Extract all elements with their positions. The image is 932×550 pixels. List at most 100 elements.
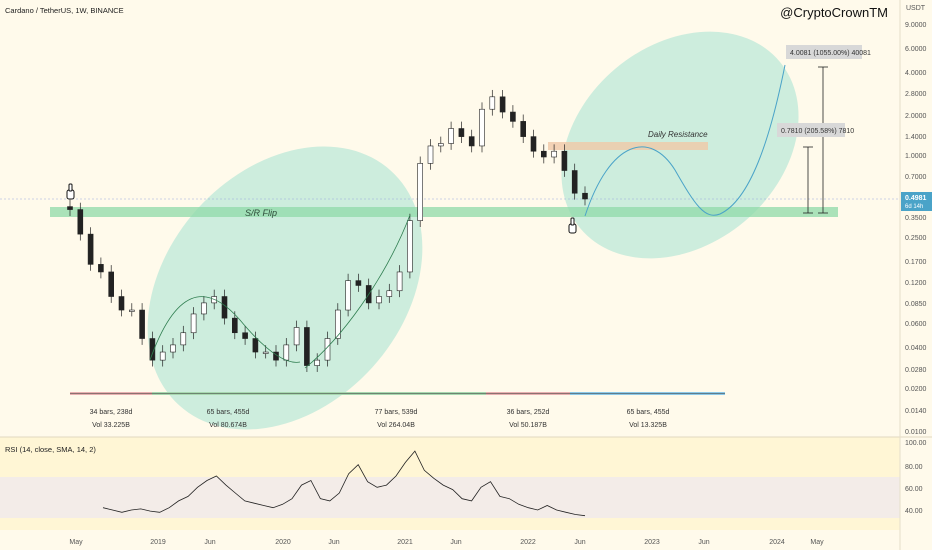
time-tick: May bbox=[69, 539, 83, 546]
candle-body bbox=[190, 313, 197, 334]
candle-body bbox=[232, 317, 238, 334]
daily-resistance-zone bbox=[548, 142, 708, 150]
candle-body bbox=[170, 344, 176, 353]
candle-body bbox=[242, 332, 248, 339]
projection-wave bbox=[584, 64, 786, 217]
candle-body bbox=[221, 296, 228, 319]
rsi-tick: 60.00 bbox=[905, 486, 923, 493]
daily-resistance-label: Daily Resistance bbox=[648, 130, 708, 139]
candle-body bbox=[201, 302, 207, 315]
target-2-label: 4.0081 (1055.00%) 40081 bbox=[790, 50, 871, 57]
time-tick: Jun bbox=[328, 539, 339, 546]
time-tick: Jun bbox=[574, 539, 585, 546]
candle-body bbox=[283, 344, 290, 361]
price-tick: 1.0000 bbox=[905, 153, 927, 160]
price-axis[interactable]: 9.0000 6.0000 4.0000 2.8000 2.0000 1.4000 1.00… bbox=[905, 22, 927, 436]
price-tick: 1.4000 bbox=[905, 134, 927, 141]
price-tick: 0.0200 bbox=[905, 386, 927, 393]
candle-body bbox=[468, 136, 475, 147]
candle-body bbox=[499, 96, 506, 113]
candle-body bbox=[427, 145, 434, 164]
date-ranges: 34 bars, 238d Vol 33.225B 65 bars, 455d … bbox=[70, 392, 725, 429]
time-tick: 2021 bbox=[397, 539, 413, 546]
price-tick: 0.1200 bbox=[905, 280, 927, 287]
sr-flip-zone bbox=[50, 207, 838, 217]
pointing-hand-icon bbox=[568, 217, 577, 234]
rsi-axis: 100.00 80.00 60.00 40.00 bbox=[905, 440, 927, 515]
candle-body bbox=[139, 309, 145, 339]
rsi-label: RSI (14, close, SMA, 14, 2) bbox=[5, 445, 96, 454]
candle-body bbox=[67, 206, 73, 210]
candle-body bbox=[334, 309, 341, 339]
rsi-tick: 40.00 bbox=[905, 508, 923, 515]
candle-body bbox=[98, 264, 104, 273]
target-1-label: 0.7810 (205.58%) 7810 bbox=[781, 128, 854, 135]
price-tick: 2.0000 bbox=[905, 113, 927, 120]
candle-body bbox=[129, 309, 135, 312]
candle-body bbox=[571, 170, 578, 194]
candle-body bbox=[386, 290, 393, 297]
candle-body bbox=[479, 108, 485, 147]
candle-body bbox=[396, 271, 403, 292]
time-tick: 2020 bbox=[275, 539, 291, 546]
price-tick: 0.0400 bbox=[905, 345, 927, 352]
range-2-vol: Vol 80.674B bbox=[209, 422, 247, 429]
pointing-hand-icon bbox=[66, 183, 75, 200]
accumulation-ellipse bbox=[147, 146, 423, 430]
currency-label: USDT bbox=[906, 5, 926, 12]
price-tick: 0.0280 bbox=[905, 367, 927, 374]
price-tick: 0.2500 bbox=[905, 235, 927, 242]
candle-body bbox=[87, 233, 94, 265]
candle-body bbox=[304, 327, 310, 366]
time-tick: 2019 bbox=[150, 539, 166, 546]
candle-body bbox=[510, 111, 516, 122]
rsi-tick: 100.00 bbox=[905, 440, 927, 447]
price-tick: 0.7000 bbox=[905, 174, 927, 181]
candle-body bbox=[582, 192, 588, 200]
candle-body bbox=[108, 271, 114, 297]
inner-wave-1 bbox=[149, 296, 301, 363]
candle-body bbox=[355, 280, 362, 286]
price-tick: 6.0000 bbox=[905, 46, 927, 53]
time-axis[interactable]: May 2019 Jun 2020 Jun 2021 Jun 2022 Jun 2023 Jun 20… bbox=[69, 539, 824, 546]
range-4-bars: 36 bars, 252d bbox=[507, 409, 550, 416]
time-tick: 2024 bbox=[769, 539, 785, 546]
range-3-bars: 77 bars, 539d bbox=[375, 409, 418, 416]
last-price: 0.4981 bbox=[905, 195, 927, 202]
inner-wave-2 bbox=[304, 214, 411, 369]
candle-body bbox=[448, 128, 454, 144]
price-tick: 4.0000 bbox=[905, 70, 927, 77]
price-tick: 0.1700 bbox=[905, 259, 927, 266]
candle-body bbox=[262, 351, 269, 354]
candle-body bbox=[530, 136, 537, 152]
bar-countdown: 6d 14h bbox=[905, 204, 923, 210]
candle-body bbox=[417, 163, 424, 221]
price-tick: 0.0600 bbox=[905, 321, 927, 328]
candle-body bbox=[293, 327, 300, 346]
range-5-vol: Vol 13.325B bbox=[629, 422, 667, 429]
time-tick: 2023 bbox=[644, 539, 660, 546]
rsi-line bbox=[102, 450, 586, 517]
range-2-bars: 65 bars, 455d bbox=[207, 409, 250, 416]
candle-body bbox=[489, 96, 496, 110]
time-tick: May bbox=[810, 539, 824, 546]
candle-body bbox=[149, 338, 156, 361]
candle-body bbox=[458, 128, 465, 137]
candle-body bbox=[561, 150, 568, 171]
candle-body bbox=[180, 332, 187, 346]
range-5-bars: 65 bars, 455d bbox=[627, 409, 670, 416]
candle-body bbox=[540, 150, 547, 158]
candle-body bbox=[252, 338, 259, 353]
candle-body bbox=[314, 359, 321, 366]
candle-body bbox=[77, 209, 84, 235]
time-tick: Jun bbox=[450, 539, 461, 546]
candle-body bbox=[551, 150, 557, 158]
candle-body bbox=[407, 220, 413, 273]
price-tick: 0.3500 bbox=[905, 215, 927, 222]
last-price-badge bbox=[901, 192, 932, 211]
range-1-vol: Vol 33.225B bbox=[92, 422, 130, 429]
price-tick: 2.8000 bbox=[905, 91, 927, 98]
range-3-vol: Vol 264.04B bbox=[377, 422, 415, 429]
